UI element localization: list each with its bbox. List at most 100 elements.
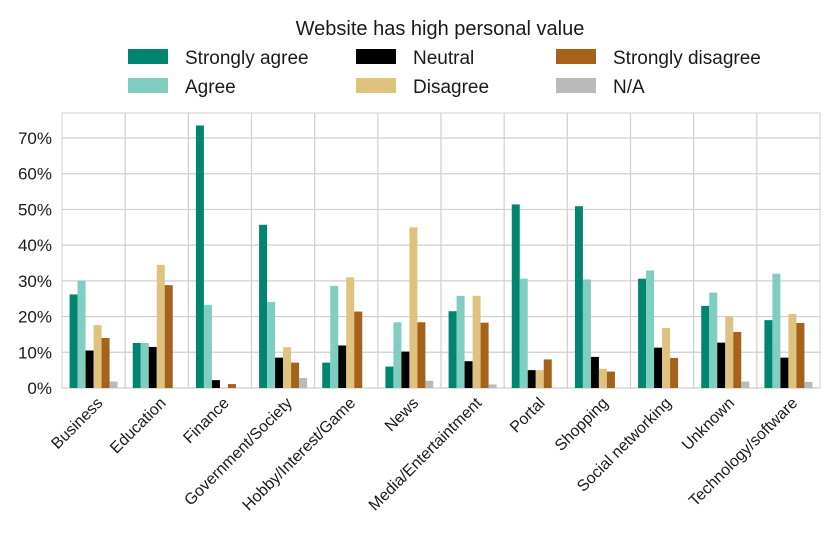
legend-swatch bbox=[356, 49, 396, 64]
x-tick-label: Finance bbox=[180, 395, 232, 447]
bar-strongly-disagree bbox=[227, 384, 236, 388]
bar-agree bbox=[519, 278, 528, 388]
x-tick-label: Unknown bbox=[679, 395, 738, 454]
legend-swatch bbox=[556, 49, 596, 64]
bar-n-a bbox=[741, 381, 750, 388]
legend-label: N/A bbox=[613, 77, 645, 98]
x-tick-label: Education bbox=[107, 395, 169, 457]
legend-swatch bbox=[556, 78, 596, 93]
bar-neutral bbox=[590, 356, 599, 388]
bar-n-a bbox=[299, 378, 308, 388]
bar-strongly-disagree bbox=[164, 285, 173, 388]
bar-strongly-disagree bbox=[796, 323, 805, 388]
y-tick-label: 30% bbox=[18, 272, 52, 291]
x-tick-label: Portal bbox=[507, 395, 549, 437]
bar-strongly-agree bbox=[511, 204, 520, 388]
bar-neutral bbox=[211, 380, 220, 388]
legend-swatch bbox=[128, 78, 168, 93]
bar-neutral bbox=[275, 357, 284, 388]
bar-strongly-disagree bbox=[543, 359, 552, 388]
bar-strongly-agree bbox=[69, 294, 78, 388]
bar-neutral bbox=[338, 345, 347, 388]
bar-n-a bbox=[425, 380, 434, 388]
bar-agree bbox=[330, 285, 339, 388]
bar-strongly-disagree bbox=[417, 322, 426, 388]
y-tick-label: 10% bbox=[18, 343, 52, 362]
bar-disagree bbox=[788, 314, 797, 388]
bar-disagree bbox=[662, 328, 671, 388]
bar-disagree bbox=[535, 370, 544, 388]
chart-title: Website has high personal value bbox=[296, 18, 585, 40]
bar-agree bbox=[267, 301, 276, 388]
legend: Website has high personal value Strongly… bbox=[128, 18, 761, 98]
bar-strongly-agree bbox=[259, 224, 268, 388]
legend-swatch bbox=[128, 49, 168, 64]
bar-strongly-agree bbox=[448, 311, 457, 388]
bar-agree bbox=[456, 295, 465, 388]
bar-n-a bbox=[109, 381, 118, 388]
bar-agree bbox=[646, 270, 655, 388]
bar-disagree bbox=[472, 295, 481, 388]
legend-swatch bbox=[356, 78, 396, 93]
x-tick-label: Technology/software bbox=[686, 395, 801, 510]
bar-disagree bbox=[346, 277, 355, 388]
legend-label: Strongly disagree bbox=[613, 48, 761, 69]
x-axis: Business Education FinanceGovernment/Socie… bbox=[48, 394, 801, 514]
bar-strongly-agree bbox=[322, 362, 331, 388]
bar-agree bbox=[393, 322, 402, 388]
bar-neutral bbox=[464, 361, 473, 388]
bar-strongly-disagree bbox=[670, 358, 679, 388]
legend-label: Agree bbox=[185, 77, 236, 98]
bar-strongly-agree bbox=[701, 305, 710, 388]
bar-strongly-agree bbox=[385, 366, 394, 388]
x-tick-label: Hobby/Interest/Game bbox=[240, 395, 360, 515]
bar-disagree bbox=[598, 368, 607, 388]
y-axis: 0% 10% 20% 30% 40% 50% 60% 70% bbox=[18, 129, 52, 398]
bar-agree bbox=[709, 292, 718, 388]
bar-agree bbox=[582, 279, 591, 388]
bar-neutral bbox=[148, 346, 157, 388]
bar-neutral bbox=[780, 357, 789, 388]
x-tick-label: Media/Entertaintment bbox=[366, 394, 486, 514]
bar-n-a bbox=[488, 384, 497, 388]
bar-strongly-disagree bbox=[354, 311, 363, 388]
legend-label: Disagree bbox=[413, 77, 489, 98]
bar-strongly-agree bbox=[132, 343, 141, 388]
legend-label: Neutral bbox=[413, 48, 474, 69]
bar-strongly-agree bbox=[764, 320, 773, 388]
bar-neutral bbox=[527, 370, 536, 388]
bar-strongly-agree bbox=[574, 206, 583, 388]
bar-disagree bbox=[156, 264, 165, 388]
bar-disagree bbox=[283, 347, 292, 388]
bars bbox=[69, 125, 813, 388]
y-tick-label: 70% bbox=[18, 129, 52, 148]
legend-label: Strongly agree bbox=[185, 48, 309, 69]
bar-agree bbox=[772, 273, 781, 388]
bar-neutral bbox=[85, 350, 94, 388]
y-tick-label: 50% bbox=[18, 200, 52, 219]
bar-strongly-disagree bbox=[291, 362, 300, 388]
bar-strongly-disagree bbox=[733, 331, 742, 388]
bar-neutral bbox=[717, 342, 726, 388]
bar-neutral bbox=[401, 351, 410, 388]
x-tick-label: News bbox=[382, 395, 422, 435]
bar-disagree bbox=[409, 227, 418, 388]
bar-strongly-disagree bbox=[606, 371, 615, 388]
x-tick-label: Government/Society bbox=[181, 395, 296, 510]
bar-disagree bbox=[93, 325, 102, 388]
bar-disagree bbox=[725, 316, 734, 388]
bar-agree bbox=[77, 280, 86, 388]
bar-strongly-agree bbox=[195, 125, 204, 388]
bar-strongly-agree bbox=[638, 278, 647, 388]
grid bbox=[62, 113, 820, 389]
y-tick-label: 40% bbox=[18, 236, 52, 255]
x-tick-label: Shopping bbox=[552, 395, 612, 455]
bar-n-a bbox=[804, 381, 813, 388]
bar-strongly-disagree bbox=[480, 322, 489, 388]
bar-strongly-disagree bbox=[101, 338, 110, 388]
bar-agree bbox=[203, 304, 212, 388]
y-tick-label: 0% bbox=[27, 379, 52, 398]
x-tick-label: Business bbox=[48, 395, 106, 453]
y-tick-label: 20% bbox=[18, 308, 52, 327]
